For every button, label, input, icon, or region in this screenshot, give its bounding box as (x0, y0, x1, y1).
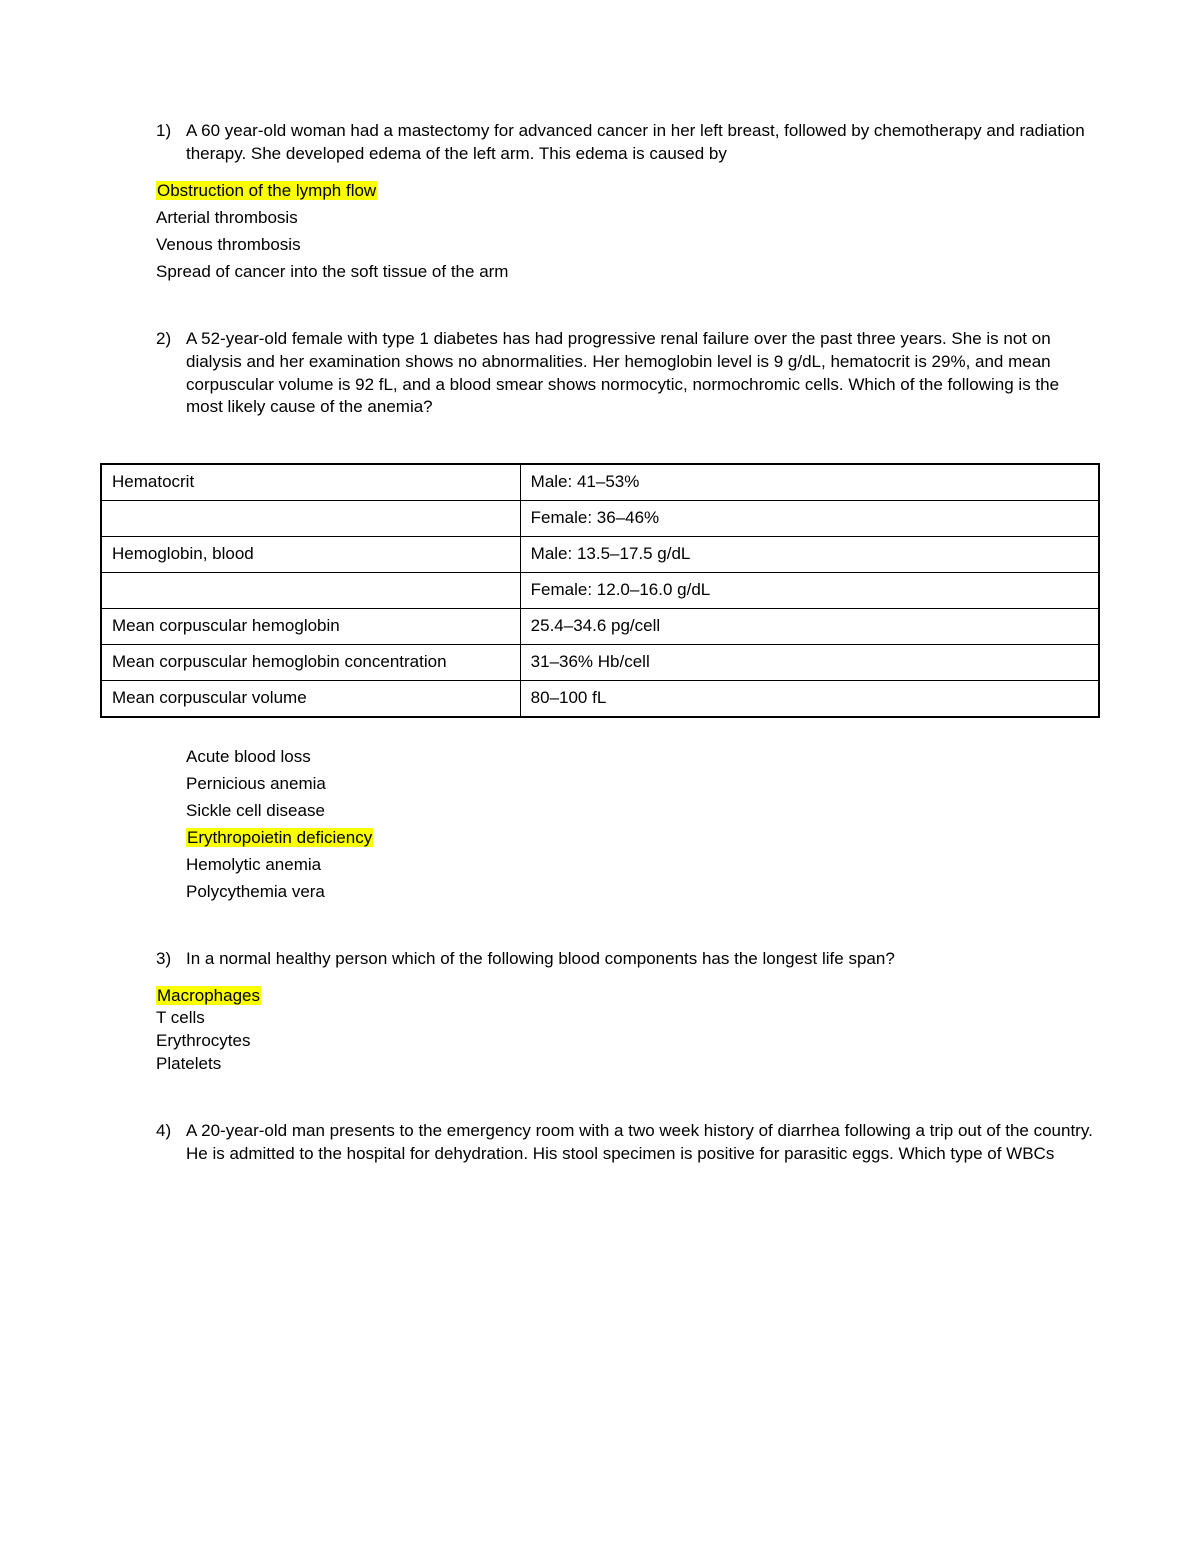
question-row: 4) A 20-year-old man presents to the eme… (100, 1120, 1100, 1166)
options-list: Obstruction of the lymph flow Arterial t… (100, 180, 1100, 284)
question-2: 2) A 52-year-old female with type 1 diab… (100, 328, 1100, 420)
option: Pernicious anemia (186, 773, 1100, 796)
table-cell: 31–36% Hb/cell (520, 645, 1099, 681)
highlighted-answer: Erythropoietin deficiency (186, 828, 373, 847)
table-cell: Hematocrit (101, 464, 520, 500)
table-cell: Female: 36–46% (520, 501, 1099, 537)
options-list: Macrophages T cells Erythrocytes Platele… (100, 985, 1100, 1077)
table-row: Hemoglobin, blood Male: 13.5–17.5 g/dL (101, 537, 1099, 573)
table-cell: Mean corpuscular volume (101, 681, 520, 717)
table-cell: 80–100 fL (520, 681, 1099, 717)
highlighted-answer: Macrophages (156, 986, 261, 1005)
question-text: A 52-year-old female with type 1 diabete… (186, 328, 1100, 420)
question-number: 2) (156, 328, 186, 420)
question-text: A 20-year-old man presents to the emerge… (186, 1120, 1100, 1166)
table-row: Female: 12.0–16.0 g/dL (101, 573, 1099, 609)
table-row: Female: 36–46% (101, 501, 1099, 537)
option: Erythrocytes (156, 1030, 1100, 1053)
question-1: 1) A 60 year-old woman had a mastectomy … (100, 120, 1100, 284)
table-cell (101, 501, 520, 537)
question-number: 1) (156, 120, 186, 166)
option: Platelets (156, 1053, 1100, 1076)
question-row: 1) A 60 year-old woman had a mastectomy … (100, 120, 1100, 166)
table-cell: Mean corpuscular hemoglobin (101, 609, 520, 645)
option: Sickle cell disease (186, 800, 1100, 823)
table-row: Mean corpuscular volume 80–100 fL (101, 681, 1099, 717)
table-cell: Male: 41–53% (520, 464, 1099, 500)
table-row: Mean corpuscular hemoglobin concentratio… (101, 645, 1099, 681)
question-row: 2) A 52-year-old female with type 1 diab… (100, 328, 1100, 420)
table-cell (101, 573, 520, 609)
table-cell: Hemoglobin, blood (101, 537, 520, 573)
option: Arterial thrombosis (156, 207, 1100, 230)
option: Macrophages (156, 985, 1100, 1008)
question-text: In a normal healthy person which of the … (186, 948, 1100, 971)
table-cell: Mean corpuscular hemoglobin concentratio… (101, 645, 520, 681)
option: T cells (156, 1007, 1100, 1030)
options-list: Acute blood loss Pernicious anemia Sickl… (100, 746, 1100, 904)
table-row: Hematocrit Male: 41–53% (101, 464, 1099, 500)
question-2-options: Acute blood loss Pernicious anemia Sickl… (100, 746, 1100, 904)
option: Obstruction of the lymph flow (156, 180, 1100, 203)
option: Spread of cancer into the soft tissue of… (156, 261, 1100, 284)
option: Acute blood loss (186, 746, 1100, 769)
option: Polycythemia vera (186, 881, 1100, 904)
table-cell: 25.4–34.6 pg/cell (520, 609, 1099, 645)
table-cell: Female: 12.0–16.0 g/dL (520, 573, 1099, 609)
question-number: 4) (156, 1120, 186, 1166)
option: Hemolytic anemia (186, 854, 1100, 877)
reference-table: Hematocrit Male: 41–53% Female: 36–46% H… (100, 463, 1100, 718)
table-cell: Male: 13.5–17.5 g/dL (520, 537, 1099, 573)
highlighted-answer: Obstruction of the lymph flow (156, 181, 377, 200)
question-text: A 60 year-old woman had a mastectomy for… (186, 120, 1100, 166)
table-row: Mean corpuscular hemoglobin 25.4–34.6 pg… (101, 609, 1099, 645)
option: Venous thrombosis (156, 234, 1100, 257)
option: Erythropoietin deficiency (186, 827, 1100, 850)
question-row: 3) In a normal healthy person which of t… (100, 948, 1100, 971)
question-3: 3) In a normal healthy person which of t… (100, 948, 1100, 1077)
document-page: 1) A 60 year-old woman had a mastectomy … (0, 0, 1200, 1270)
question-number: 3) (156, 948, 186, 971)
question-4: 4) A 20-year-old man presents to the eme… (100, 1120, 1100, 1166)
